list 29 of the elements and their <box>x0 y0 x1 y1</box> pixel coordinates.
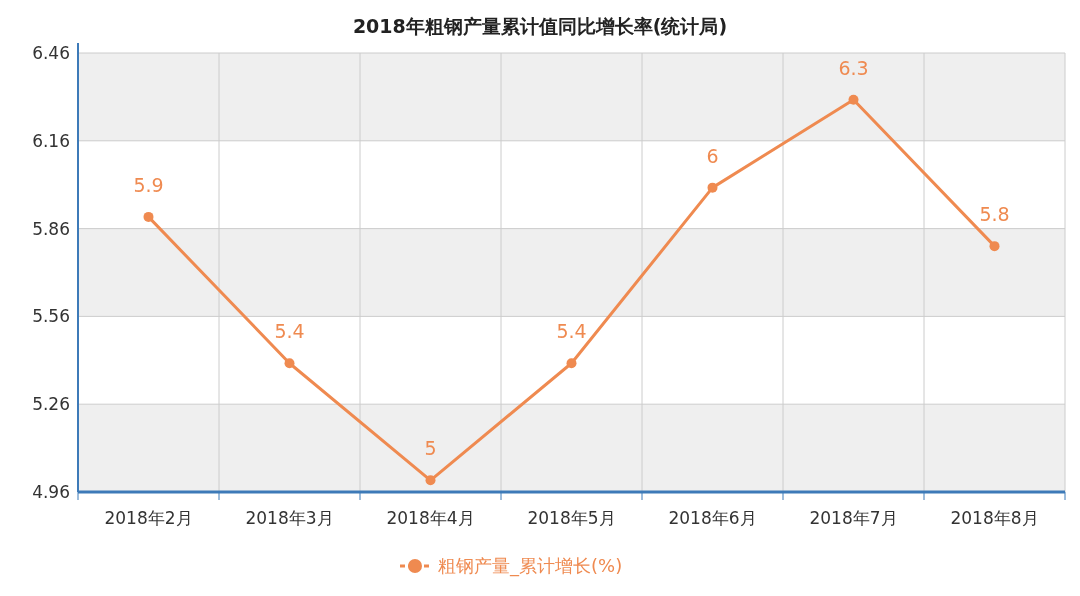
data-label: 5.4 <box>274 320 305 343</box>
legend-label: 粗钢产量_累计增长(%) <box>438 555 623 577</box>
data-label: 5.8 <box>979 203 1010 226</box>
data-label: 6 <box>706 144 719 167</box>
x-tick-label: 2018年3月 <box>245 508 334 528</box>
chart-title: 2018年粗钢产量累计值同比增长率(统计局) <box>352 15 728 37</box>
point <box>848 94 859 105</box>
data-label: 5.9 <box>133 173 164 196</box>
point <box>425 475 436 486</box>
y-tick-label: 5.26 <box>32 394 70 415</box>
point <box>566 358 577 369</box>
x-tick-label: 2018年6月 <box>668 508 757 528</box>
data-label: 6.3 <box>838 56 869 79</box>
y-tick-label: 5.86 <box>32 218 70 239</box>
data-label: 5 <box>424 437 437 460</box>
y-tick-label: 4.96 <box>32 482 70 502</box>
y-tick-label: 6.46 <box>32 43 70 63</box>
y-tick-label: 5.56 <box>32 306 70 327</box>
point <box>143 211 154 222</box>
x-tick-label: 2018年4月 <box>386 508 475 528</box>
x-tick-label: 2018年8月 <box>950 508 1039 528</box>
x-tick-label: 2018年2月 <box>104 508 193 528</box>
y-tick-label: 6.16 <box>32 130 70 151</box>
data-label: 5.4 <box>556 320 587 343</box>
x-tick-label: 2018年5月 <box>527 508 616 528</box>
x-tick-label: 2018年7月 <box>809 508 898 528</box>
point <box>284 358 295 369</box>
point <box>707 182 718 193</box>
point <box>989 241 1000 252</box>
